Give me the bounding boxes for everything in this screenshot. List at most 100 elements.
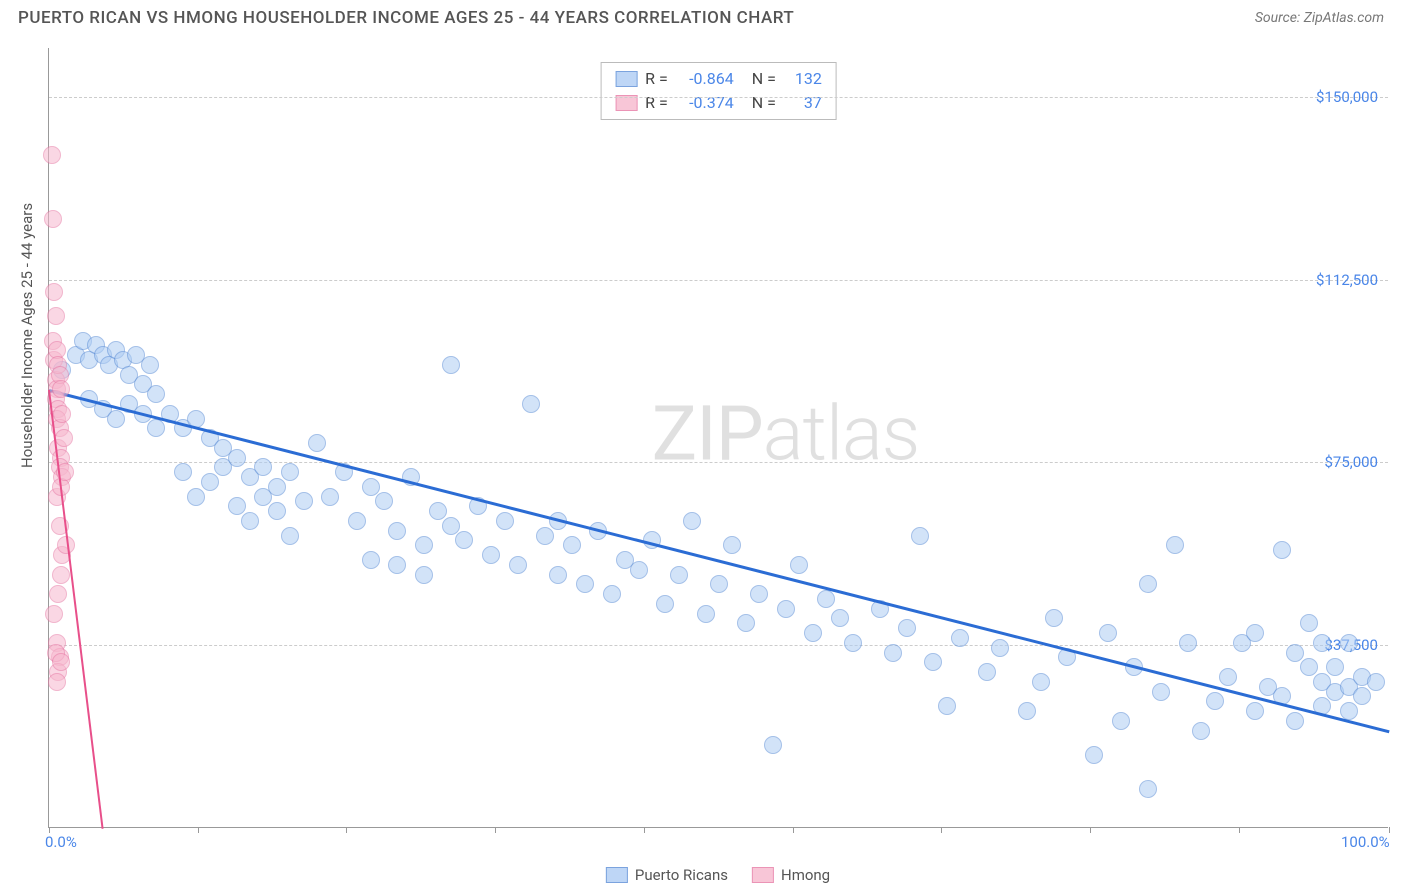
legend-swatch — [606, 867, 628, 883]
data-point — [348, 512, 366, 530]
data-point — [295, 492, 313, 510]
data-point — [509, 556, 527, 574]
data-point — [321, 488, 339, 506]
n-value: 132 — [784, 67, 822, 91]
series-legend: Puerto Ricans Hmong — [606, 866, 830, 884]
data-point — [496, 512, 514, 530]
data-point — [1206, 692, 1224, 710]
data-point — [1192, 722, 1210, 740]
data-point — [938, 697, 956, 715]
data-point — [174, 463, 192, 481]
source-attribution: Source: ZipAtlas.com — [1255, 10, 1384, 26]
data-point — [1367, 673, 1385, 691]
gridline — [49, 280, 1388, 281]
x-tick — [198, 827, 199, 833]
y-axis-label: Householder Income Ages 25 - 44 years — [18, 203, 36, 468]
data-point — [52, 653, 70, 671]
n-label: N = — [752, 91, 776, 115]
y-tick-label: $150,000 — [1316, 88, 1378, 106]
data-point — [804, 624, 822, 642]
data-point — [482, 546, 500, 564]
data-point — [831, 609, 849, 627]
trend-line — [49, 389, 1390, 733]
data-point — [45, 283, 63, 301]
legend-label: Puerto Ricans — [635, 866, 728, 884]
data-point — [764, 736, 782, 754]
legend-item: Puerto Ricans — [606, 866, 728, 884]
data-point — [187, 488, 205, 506]
data-point — [281, 527, 299, 545]
gridline — [49, 462, 1388, 463]
x-tick-label: 0.0% — [45, 833, 77, 851]
x-tick — [644, 827, 645, 833]
data-point — [1246, 624, 1264, 642]
data-point — [1353, 687, 1371, 705]
data-point — [268, 502, 286, 520]
data-point — [710, 575, 728, 593]
data-point — [1099, 624, 1117, 642]
gridline — [49, 97, 1388, 98]
stats-legend-row: R = -0.374 N = 37 — [615, 91, 822, 115]
data-point — [1139, 780, 1157, 798]
data-point — [630, 561, 648, 579]
data-point — [43, 146, 61, 164]
n-value: 37 — [784, 91, 822, 115]
data-point — [1139, 575, 1157, 593]
r-label: R = — [645, 91, 668, 115]
data-point — [536, 527, 554, 545]
y-tick-label: $75,000 — [1324, 453, 1378, 471]
x-tick — [1090, 827, 1091, 833]
data-point — [47, 307, 65, 325]
data-point — [924, 653, 942, 671]
data-point — [1340, 702, 1358, 720]
watermark: ZIPatlas — [652, 388, 920, 478]
x-tick — [793, 827, 794, 833]
data-point — [817, 590, 835, 608]
data-point — [53, 405, 71, 423]
data-point — [254, 488, 272, 506]
data-point — [228, 497, 246, 515]
data-point — [375, 492, 393, 510]
data-point — [147, 419, 165, 437]
x-tick-label: 100.0% — [1341, 833, 1390, 851]
data-point — [228, 449, 246, 467]
legend-label: Hmong — [781, 866, 830, 884]
legend-item: Hmong — [752, 866, 830, 884]
legend-swatch — [752, 867, 774, 883]
r-value: -0.374 — [676, 91, 734, 115]
data-point — [281, 463, 299, 481]
data-point — [429, 502, 447, 520]
data-point — [978, 663, 996, 681]
data-point — [388, 556, 406, 574]
data-point — [45, 605, 63, 623]
data-point — [52, 566, 70, 584]
data-point — [254, 458, 272, 476]
data-point — [991, 639, 1009, 657]
data-point — [415, 536, 433, 554]
n-label: N = — [752, 67, 776, 91]
data-point — [1085, 746, 1103, 764]
data-point — [1246, 702, 1264, 720]
data-point — [951, 629, 969, 647]
data-point — [362, 478, 380, 496]
data-point — [1300, 658, 1318, 676]
y-tick-label: $112,500 — [1316, 271, 1378, 289]
data-point — [141, 356, 159, 374]
x-tick — [941, 827, 942, 833]
data-point — [1340, 634, 1358, 652]
data-point — [442, 356, 460, 374]
data-point — [603, 585, 621, 603]
data-point — [241, 512, 259, 530]
x-tick — [495, 827, 496, 833]
x-tick — [1239, 827, 1240, 833]
data-point — [1286, 712, 1304, 730]
data-point — [576, 575, 594, 593]
data-point — [563, 536, 581, 554]
data-point — [750, 585, 768, 603]
data-point — [455, 531, 473, 549]
data-point — [777, 600, 795, 618]
data-point — [107, 410, 125, 428]
data-point — [48, 673, 66, 691]
data-point — [49, 585, 67, 603]
data-point — [898, 619, 916, 637]
